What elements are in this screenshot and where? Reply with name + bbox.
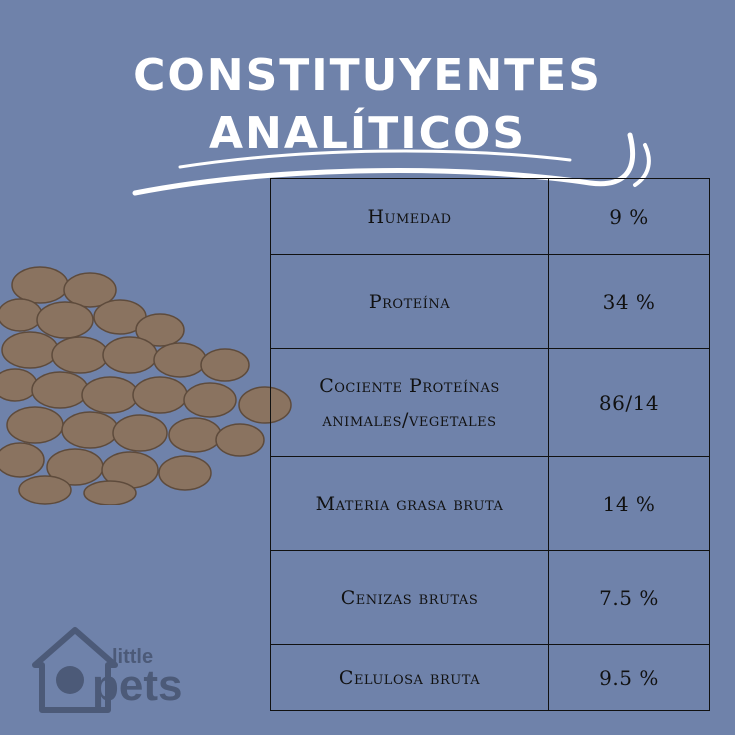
kibble-pile-image (0, 266, 292, 505)
logo-word-main: pets (92, 661, 182, 710)
table-row: Proteína 34 % (270, 254, 710, 349)
row-value: 9 % (548, 178, 710, 255)
table-row: Materia grasa bruta 14 % (270, 456, 710, 551)
row-label: Humedad (270, 178, 549, 255)
table-row: Cociente Proteínas animales/vegetales 86… (270, 348, 710, 457)
row-value: 9.5 % (548, 644, 710, 711)
row-label: Cociente Proteínas animales/vegetales (270, 348, 549, 457)
row-value: 14 % (548, 456, 710, 551)
row-label: Materia grasa bruta (270, 456, 549, 551)
logo-word-top: little (112, 646, 153, 668)
analytics-table: Humedad 9 % Proteína 34 % Cociente Prote… (270, 178, 710, 711)
table-row: Celulosa bruta 9.5 % (270, 644, 710, 711)
row-value: 34 % (548, 254, 710, 349)
row-value: 7.5 % (548, 550, 710, 645)
row-label: Proteína (270, 254, 549, 349)
title-line-1: CONSTITUYENTES (133, 50, 602, 101)
table-row: Cenizas brutas 7.5 % (270, 550, 710, 645)
table-row: Humedad 9 % (270, 178, 710, 255)
row-label: Celulosa bruta (270, 644, 549, 711)
little-pets-logo: little pets (32, 627, 182, 713)
row-label: Cenizas brutas (270, 550, 549, 645)
row-value: 86/14 (548, 348, 710, 457)
